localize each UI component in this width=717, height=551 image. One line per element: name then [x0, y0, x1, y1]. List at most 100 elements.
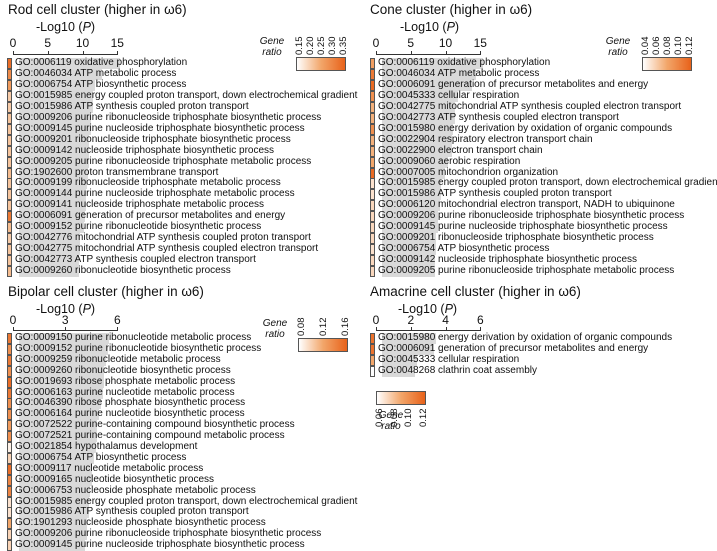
category-label: GO:0006754 ATP biosynthetic process — [15, 451, 187, 463]
gene-ratio-cell — [370, 58, 375, 69]
x-axis-label-suffix: ) — [90, 302, 96, 316]
bar — [19, 255, 80, 267]
gene-ratio-cell — [370, 233, 375, 245]
bar-row: GO:0009150 purine ribonucleotide metabol… — [7, 332, 353, 344]
bar — [19, 452, 94, 464]
bar — [19, 211, 86, 223]
bar — [19, 442, 96, 453]
bar — [382, 134, 452, 146]
panel-title: Amacrine cell cluster (higher in ω6) — [370, 284, 581, 299]
gene-ratio-cell — [7, 255, 12, 267]
category-label: GO:0045333 cellular respiration — [378, 353, 520, 365]
category-label: GO:0015980 energy derivation by oxidatio… — [378, 332, 673, 343]
bar — [19, 58, 120, 69]
category-label: GO:0042776 mitochondrial ATP synthesis c… — [15, 232, 311, 244]
bar — [19, 376, 105, 388]
x-tick-mark — [376, 51, 377, 55]
bar — [382, 255, 435, 267]
x-tick-mark — [117, 327, 119, 331]
category-label: GO:0009152 purine ribonucleotide biosynt… — [15, 221, 262, 233]
x-axis-label: -Log10 (P) — [36, 302, 95, 316]
gene-ratio-cell — [7, 420, 12, 432]
bar-row: GO:0006091 generation of precursor metab… — [370, 79, 716, 91]
gene-ratio-cell — [370, 156, 375, 168]
gene-ratio-cell — [7, 134, 12, 146]
bar-row: GO:0046034 ATP metabolic process — [7, 68, 353, 80]
bar — [19, 409, 100, 421]
gene-ratio-cell — [7, 409, 12, 421]
bar-row: GO:0046034 ATP metabolic process — [370, 67, 716, 80]
legend-tick-label: 0.20 — [305, 36, 316, 56]
bar — [382, 233, 437, 245]
legend-tick-label: 0.10 — [403, 408, 415, 428]
category-label: GO:0009142 nucleoside triphosphate biosy… — [378, 254, 638, 266]
bar — [382, 189, 442, 201]
category-label: GO:0015980 energy derivation by oxidatio… — [378, 122, 673, 134]
bar — [382, 145, 452, 157]
x-tick-label: 15 — [473, 36, 487, 50]
bar-row: GO:0009205 purine ribonucleoside triphos… — [7, 156, 353, 168]
gene-ratio-cell — [370, 189, 375, 201]
bar — [19, 333, 110, 344]
x-tick-label: 5 — [44, 36, 52, 50]
bar-row: GO:0006091 generation of precursor metab… — [370, 343, 716, 355]
bar — [19, 343, 108, 355]
bar-row: GO:0022904 respiratory electron transpor… — [370, 134, 716, 146]
bar — [19, 200, 86, 212]
gene-ratio-cell — [7, 485, 12, 497]
bar-row: GO:0006754 ATP biosynthetic process — [7, 79, 353, 91]
legend-title: Gene ratio — [605, 36, 631, 58]
bar-row: GO:0009144 purine nucleoside triphosphat… — [7, 188, 353, 201]
bar-row: GO:0009205 purine ribonucleoside triphos… — [370, 265, 716, 278]
category-label: GO:0006119 oxidative phosphorylation — [378, 57, 551, 68]
bar-row: GO:0009141 nucleoside triphosphate metab… — [7, 199, 353, 212]
x-tick-label: 6 — [114, 313, 121, 327]
x-axis-label-var: P — [446, 20, 455, 34]
bar-row: GO:0006164 purine nucleotide biosyntheti… — [7, 408, 353, 421]
gene-ratio-cell — [7, 112, 12, 124]
x-axis-label: -Log10 (P) — [398, 302, 457, 316]
bar-row: GO:0009165 nucleotide biosynthetic proce… — [7, 474, 353, 486]
bar — [382, 354, 417, 366]
gene-ratio-cell — [370, 354, 375, 366]
category-label: GO:0021854 hypothalamus development — [15, 441, 198, 452]
gene-ratio-cell — [7, 178, 12, 190]
bar — [382, 211, 438, 223]
bar — [382, 112, 455, 124]
gene-ratio-cell — [7, 507, 12, 519]
bar-row: GO:0015980 energy derivation by oxidatio… — [370, 122, 716, 135]
gene-ratio-cell — [370, 112, 375, 124]
category-label: GO:0007005 mitochondrion organization — [378, 166, 559, 178]
gene-ratio-cell — [370, 200, 375, 212]
x-axis-line — [376, 54, 481, 55]
legend-title: Gene ratio — [262, 318, 288, 340]
gene-ratio-cell — [370, 211, 375, 223]
gene-ratio-cell — [7, 540, 12, 551]
bar-row: GO:0006753 nucleoside phosphate metaboli… — [7, 484, 353, 497]
gene-ratio-cell — [370, 79, 375, 91]
gene-ratio-cell — [7, 343, 12, 355]
category-label: GO:0046034 ATP metabolic process — [378, 67, 540, 79]
category-label: GO:0009152 purine ribonucleotide biosynt… — [15, 342, 262, 354]
bar-row: GO:0009206 purine ribonucleoside triphos… — [370, 210, 716, 223]
gene-ratio-cell — [7, 442, 12, 453]
gene-ratio-cell — [7, 189, 12, 201]
bar — [382, 365, 416, 377]
bar-row: GO:0009060 aerobic respiration — [370, 156, 716, 168]
x-tick-mark — [445, 51, 447, 55]
x-tick-mark — [47, 51, 49, 55]
category-label: GO:0006753 nucleoside phosphate metaboli… — [15, 484, 256, 496]
category-label: GO:0045333 cellular respiration — [378, 89, 520, 101]
x-tick-mark — [445, 327, 447, 331]
gene-ratio-cell — [7, 211, 12, 223]
bar-row: GO:0072521 purine-containing compound me… — [7, 430, 353, 443]
x-tick-label: 0 — [372, 36, 380, 50]
legend-tick-label: 0.25 — [316, 36, 327, 56]
bar — [19, 463, 93, 475]
bar — [19, 90, 93, 102]
bar — [19, 156, 89, 168]
bar-row: GO:0042773 ATP synthesis coupled electro… — [370, 112, 716, 124]
legend-tick-label: 0.08 — [388, 408, 400, 428]
bar — [19, 244, 81, 256]
gene-ratio-cell — [370, 222, 375, 234]
